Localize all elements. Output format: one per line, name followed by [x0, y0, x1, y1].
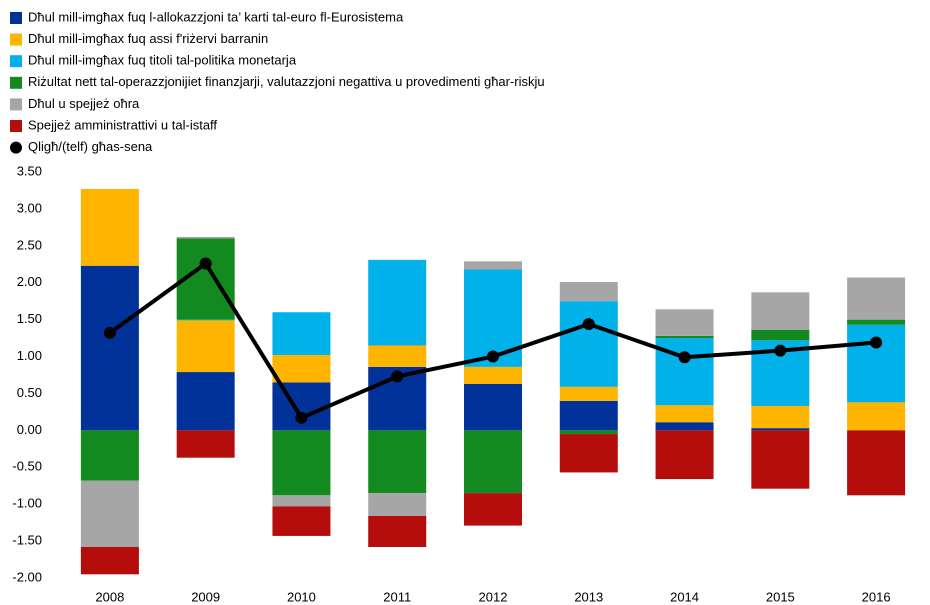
bar-segment	[559, 434, 618, 473]
bar-segment	[655, 335, 714, 339]
legend-swatch	[10, 98, 22, 111]
bar-segment	[751, 430, 810, 489]
legend-swatch	[10, 120, 22, 132]
net-point	[487, 350, 499, 363]
bar-segment	[80, 480, 139, 547]
legend-swatch	[10, 76, 22, 89]
bar-segment	[751, 292, 810, 330]
bar-segment	[751, 406, 810, 429]
y-tick-label: 2.50	[17, 237, 42, 252]
net-point	[103, 326, 116, 339]
x-tick-label: 2016	[862, 589, 891, 604]
legend-label: Spejjeż amministrattivi u tal-istaff	[28, 117, 217, 132]
x-tick-label: 2015	[766, 589, 795, 604]
bar-segment	[368, 345, 427, 367]
bar-segment	[80, 430, 139, 481]
bar-segment	[847, 277, 906, 320]
legend-label: Dħul u spejjeż oħra	[28, 96, 140, 111]
net-point	[774, 344, 787, 357]
bar-segment	[368, 515, 427, 547]
bar-segment	[176, 319, 235, 321]
y-tick-label: 0.50	[17, 385, 42, 400]
net-point	[870, 336, 883, 349]
y-tick-label: -0.50	[12, 459, 42, 474]
bar-segment	[368, 430, 427, 494]
y-tick-label: 0.00	[17, 422, 42, 437]
bar-segment	[751, 329, 810, 341]
bar-segment	[464, 261, 522, 270]
bar-segment	[272, 506, 331, 536]
x-tick-label: 2012	[479, 589, 508, 604]
legend-swatch	[10, 55, 22, 68]
bar-segment	[847, 430, 906, 496]
legend-label: Qligħ/(telf) għas-sena	[28, 139, 153, 154]
y-tick-label: 3.00	[17, 200, 42, 215]
bar-segment	[559, 281, 618, 302]
y-tick-label: 2.00	[17, 274, 42, 289]
bar-segment	[847, 402, 906, 431]
bar-segment	[655, 422, 714, 431]
x-tick-label: 2014	[670, 589, 699, 604]
bar-segment	[464, 493, 522, 526]
bar-segment	[176, 320, 235, 373]
bar-segment	[176, 236, 235, 239]
net-point	[199, 257, 212, 270]
legend-label: Riżultat nett tal-operazzjonijiet finanz…	[28, 74, 545, 89]
bar-segment	[655, 430, 714, 480]
legend-label: Dħul mill-imgħax fuq titoli tal-politika…	[28, 53, 297, 68]
bar-segment	[176, 430, 235, 458]
bar-segment	[464, 430, 522, 494]
bar-segment	[559, 386, 618, 401]
bar-segment	[464, 383, 522, 431]
bar-segment	[368, 259, 427, 346]
bar-segment	[80, 188, 139, 266]
net-point	[678, 351, 691, 364]
bar-segment	[176, 372, 235, 431]
legend-marker	[10, 141, 22, 154]
bar-segment	[272, 355, 331, 383]
y-tick-label: 3.50	[17, 163, 42, 178]
bar-segment	[655, 309, 714, 336]
net-point	[582, 318, 595, 331]
y-tick-label: -1.00	[12, 496, 42, 511]
bar-segment	[272, 312, 331, 356]
bar-segment	[80, 546, 139, 575]
x-tick-label: 2008	[95, 589, 124, 604]
legend-swatch	[10, 12, 22, 24]
legend-label: Dħul mill-imgħax fuq l-allokazzjoni ta’ …	[28, 9, 404, 24]
legend-swatch	[10, 33, 22, 46]
bar-segment	[655, 405, 714, 423]
y-tick-label: -1.50	[12, 533, 42, 548]
y-tick-label: -2.00	[12, 569, 42, 584]
y-tick-label: 1.50	[17, 311, 42, 326]
net-point	[391, 370, 404, 383]
x-tick-label: 2009	[191, 589, 220, 604]
bar-segment	[272, 430, 331, 496]
bar-segment	[559, 400, 618, 431]
bar-segment	[559, 301, 618, 387]
bar-segment	[464, 366, 522, 384]
bar-segment	[272, 495, 331, 507]
bar-segment	[751, 428, 810, 431]
y-tick-label: 1.00	[17, 348, 42, 363]
bar-segment	[847, 319, 906, 325]
legend-label: Dħul mill-imgħax fuq assi f'riżervi barr…	[28, 31, 268, 46]
x-tick-label: 2010	[287, 589, 316, 604]
bar-segment	[559, 430, 618, 435]
x-tick-label: 2011	[383, 589, 411, 604]
bar-segment	[847, 324, 906, 403]
bar-segment	[368, 493, 427, 516]
x-tick-label: 2013	[574, 589, 603, 604]
net-point	[295, 411, 308, 424]
bar-segment	[80, 265, 139, 431]
